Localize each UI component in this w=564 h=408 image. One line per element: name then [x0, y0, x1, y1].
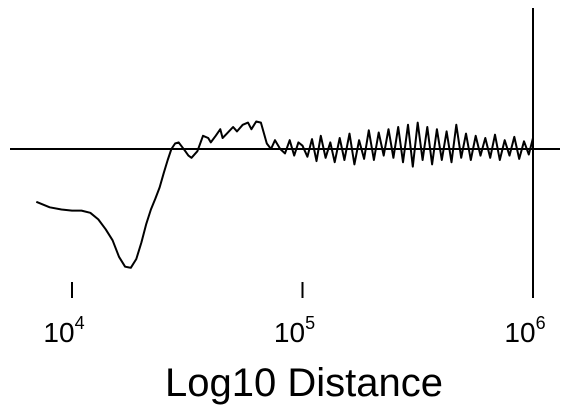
x-axis-ticks: 104 105 106: [43, 282, 546, 348]
plot-area: [10, 8, 560, 298]
x-axis-title: Log10 Distance: [165, 361, 443, 405]
x-tick-label: 104: [43, 313, 84, 348]
series-line: [35, 120, 534, 269]
x-tick-label: 105: [274, 313, 315, 348]
x-tick-label: 106: [504, 313, 545, 348]
